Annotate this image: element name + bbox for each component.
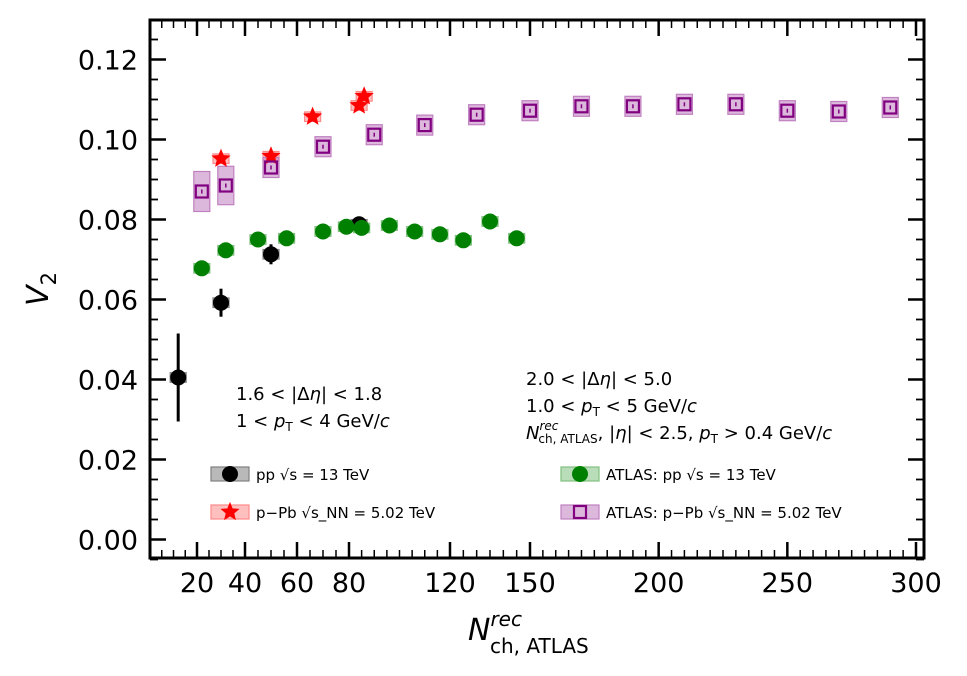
data-point: [211, 148, 231, 167]
x-tick-label: 250: [762, 568, 814, 599]
data-point: [522, 103, 538, 118]
y-tick-label: 0.12: [78, 46, 138, 77]
tick-labels: 0.00 0.02 0.04 0.06 0.08 0.10 0.12 20 40 60 80 120 1…: [78, 46, 942, 600]
data-point: [381, 217, 398, 234]
data-points: [170, 86, 898, 386]
legend-marker: [222, 466, 238, 482]
data-point: [780, 103, 795, 118]
x-tick-label: 200: [633, 568, 685, 599]
legend-marker: [572, 466, 588, 482]
data-point: [574, 99, 589, 114]
y-tick-label: 0.06: [78, 286, 138, 317]
annotation-left-line2: 1 < pT < 4 GeV/c: [236, 411, 390, 434]
data-point: [455, 232, 472, 249]
data-point: [217, 242, 234, 259]
annotation-right: 2.0 < |Δη| < 5.0 1.0 < pT < 5 GeV/c Nrec…: [526, 369, 832, 446]
data-point: [406, 223, 423, 240]
data-point: [417, 117, 432, 133]
data-point: [728, 97, 743, 112]
data-point: [883, 100, 898, 115]
y-tick-label: 0.02: [78, 446, 138, 477]
data-point: [261, 146, 281, 165]
data-point: [213, 294, 229, 311]
legend-label: ATLAS: pp √s = 13 TeV: [606, 466, 777, 484]
data-point: [250, 231, 266, 248]
data-point: [193, 260, 210, 277]
data-point: [354, 86, 374, 105]
annotation-left: 1.6 < |Δη| < 1.8 1 < pT < 4 GeV/c: [236, 384, 390, 434]
data-point: [263, 160, 279, 175]
data-point: [170, 369, 187, 386]
data-point: [367, 127, 382, 142]
x-axis-title: Nrec ch, ATLAS: [468, 607, 589, 658]
data-point: [303, 106, 323, 125]
legend-label: ATLAS: p−Pb √s_NN = 5.02 TeV: [606, 504, 842, 523]
y-tick-label: 0.10: [78, 126, 138, 157]
legend-marker: [572, 504, 588, 520]
x-tick-label: 80: [332, 568, 366, 599]
legend-entry: p−Pb √s_NN = 5.02 TeV: [210, 501, 436, 523]
y-tick-label: 0.08: [78, 206, 138, 237]
data-point: [625, 99, 641, 114]
legend-marker: [220, 501, 240, 521]
data-point: [469, 107, 484, 122]
y-tick-label: 0.04: [78, 366, 138, 397]
x-tick-label: 20: [180, 568, 214, 599]
annotation-right-line2: 1.0 < pT < 5 GeV/c: [526, 396, 697, 419]
x-tick-label: 60: [280, 568, 314, 599]
data-point: [831, 104, 846, 119]
data-point: [482, 213, 498, 230]
y-tick-label: 0.00: [78, 526, 138, 557]
legend-label: pp √s = 13 TeV: [256, 466, 370, 484]
data-point: [338, 218, 355, 235]
x-tick-label: 300: [890, 568, 942, 599]
legend: pp √s = 13 TeV p−Pb √s_NN = 5.02 TeV ATLAS…: [210, 466, 842, 523]
data-point: [677, 97, 692, 112]
legend-entry: ATLAS: pp √s = 13 TeV: [560, 466, 777, 484]
data-point: [431, 226, 448, 243]
data-point: [349, 95, 369, 114]
x-tick-label: 120: [424, 568, 476, 599]
data-point: [278, 230, 295, 247]
annotation-left-line1: 1.6 < |Δη| < 1.8: [236, 384, 382, 405]
data-point: [315, 223, 331, 240]
data-point: [508, 230, 525, 247]
data-point: [315, 139, 331, 154]
plot-frame: [148, 18, 926, 560]
data-point: [218, 178, 233, 193]
data-point: [353, 219, 370, 236]
legend-entry: ATLAS: p−Pb √s_NN = 5.02 TeV: [560, 504, 842, 523]
legend-entry: pp √s = 13 TeV: [210, 466, 370, 484]
data-point: [263, 246, 279, 263]
annotation-right-line3: Nrec ch, ATLAS, |η| < 2.5, pT > 0.4 GeV/c: [526, 419, 832, 446]
y-axis-title: V2: [21, 272, 61, 306]
data-point: [194, 184, 209, 199]
legend-label: p−Pb √s_NN = 5.02 TeV: [256, 504, 436, 523]
x-tick-label: 150: [504, 568, 556, 599]
x-tick-label: 40: [228, 568, 262, 599]
annotation-right-line1: 2.0 < |Δη| < 5.0: [526, 369, 672, 390]
